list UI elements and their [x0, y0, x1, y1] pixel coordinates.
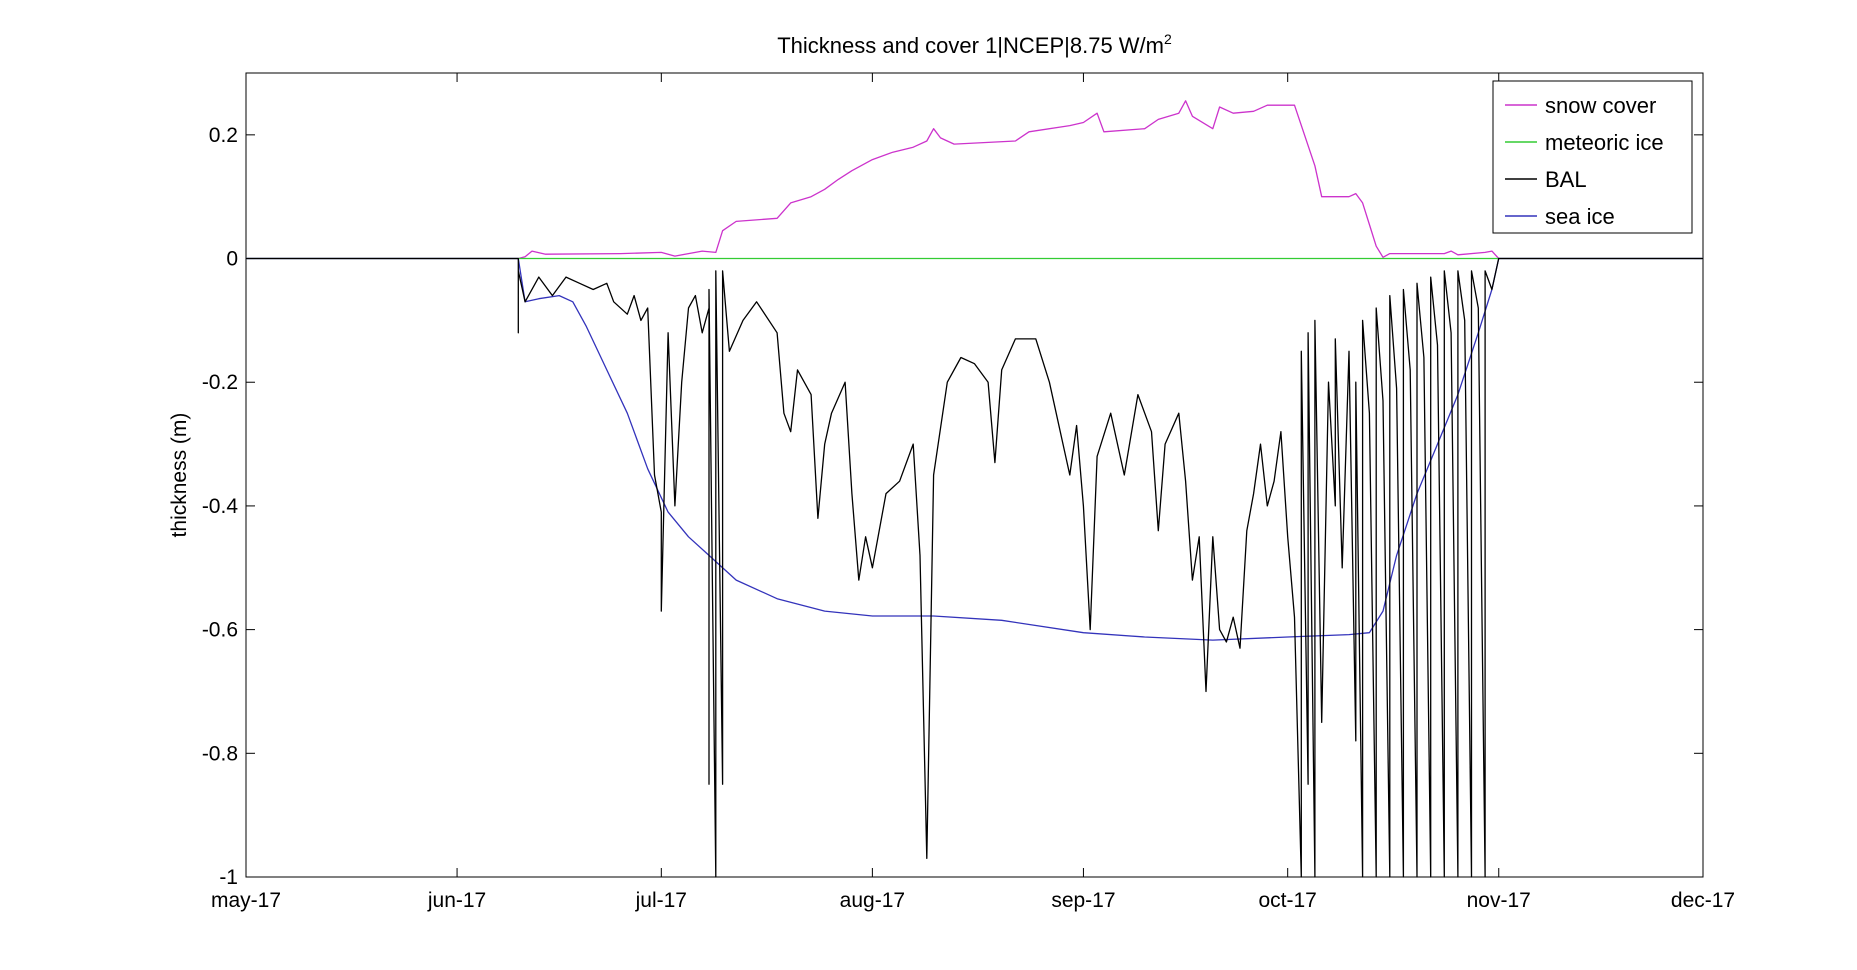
series-line-snow-cover — [246, 100, 1703, 260]
y-tick-label: 0 — [226, 248, 238, 271]
chart-title-superscript: 2 — [1164, 31, 1172, 47]
x-tick-label: jun-17 — [427, 889, 486, 912]
y-tick-label: 0.2 — [209, 124, 238, 147]
x-tick-label: aug-17 — [840, 889, 905, 912]
plot-area-frame — [245, 72, 1704, 878]
legend-label-snow-cover: snow cover — [1545, 93, 1656, 118]
x-tick-label: may-17 — [211, 889, 281, 912]
x-tick-label: nov-17 — [1467, 889, 1531, 912]
y-tick-label: -1 — [219, 866, 238, 889]
chart-title-text: Thickness and cover 1|NCEP|8.75 W/m — [777, 33, 1164, 58]
legend-label-meteoric-ice: meteoric ice — [1545, 130, 1664, 155]
chart-title: Thickness and cover 1|NCEP|8.75 W/m2 — [777, 31, 1172, 58]
x-tick-label: jul-17 — [635, 889, 687, 912]
y-tick-label: -0.2 — [202, 371, 238, 394]
series-line-bal — [246, 257, 1703, 878]
y-tick-label: -0.6 — [202, 619, 238, 642]
series-line-sea-ice — [246, 257, 1703, 641]
legend-box — [1492, 80, 1693, 234]
legend-label-bal: BAL — [1545, 167, 1587, 192]
y-tick-label: -0.4 — [202, 495, 239, 518]
series-layer — [246, 100, 1703, 878]
x-tick-label: dec-17 — [1671, 889, 1735, 912]
axis-ticks: may-17 jun-17 jul-17 aug-17 sep-17 oct-17 nov-… — [202, 73, 1735, 912]
y-axis-label: thickness (m) — [168, 413, 191, 538]
x-tick-label: oct-17 — [1258, 889, 1316, 912]
y-tick-label: -0.8 — [202, 742, 238, 765]
x-tick-label: sep-17 — [1051, 889, 1115, 912]
legend: snow cover meteoric ice BAL sea ice — [1492, 80, 1693, 234]
legend-label-sea-ice: sea ice — [1545, 204, 1615, 229]
